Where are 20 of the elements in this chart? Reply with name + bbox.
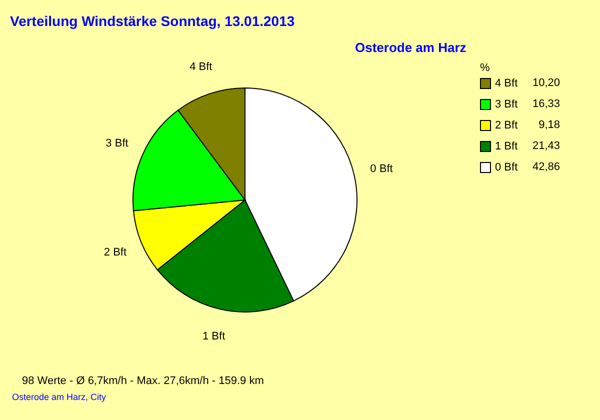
slice-label: 1 Bft — [202, 330, 226, 342]
legend-label: 3 Bft — [495, 98, 518, 110]
data-label: 10,20 — [532, 77, 560, 89]
slice-label: 0 Bft — [370, 162, 393, 175]
slice-label: 2 Bft — [104, 246, 127, 259]
legend-label: 1 Bft — [495, 140, 518, 152]
data-label: 16,33 — [532, 98, 560, 110]
data-label: 42,86 — [532, 161, 560, 173]
chart-subtitle: Osterode am Harz — [355, 40, 467, 55]
text: Osterode am Harz, City — [12, 392, 107, 402]
chart-title: Verteilung Windstärke Sonntag, 13.01.2013 — [10, 13, 295, 29]
legend-label: 4 Bft — [495, 78, 518, 90]
slice-label: 4 Bft — [190, 61, 212, 74]
data-label: 9,18 — [538, 119, 560, 131]
text: 98 Werte - Ø 6,7km/h - Max. 27,6km/h - 159.9 km — [22, 375, 264, 387]
legend-title: % — [480, 62, 490, 74]
data-label: 21,43 — [532, 140, 560, 152]
slice-label: 3 Bft — [106, 137, 128, 150]
legend-label: 2 Bft — [495, 120, 518, 132]
legend-label: 0 Bft — [495, 162, 518, 174]
